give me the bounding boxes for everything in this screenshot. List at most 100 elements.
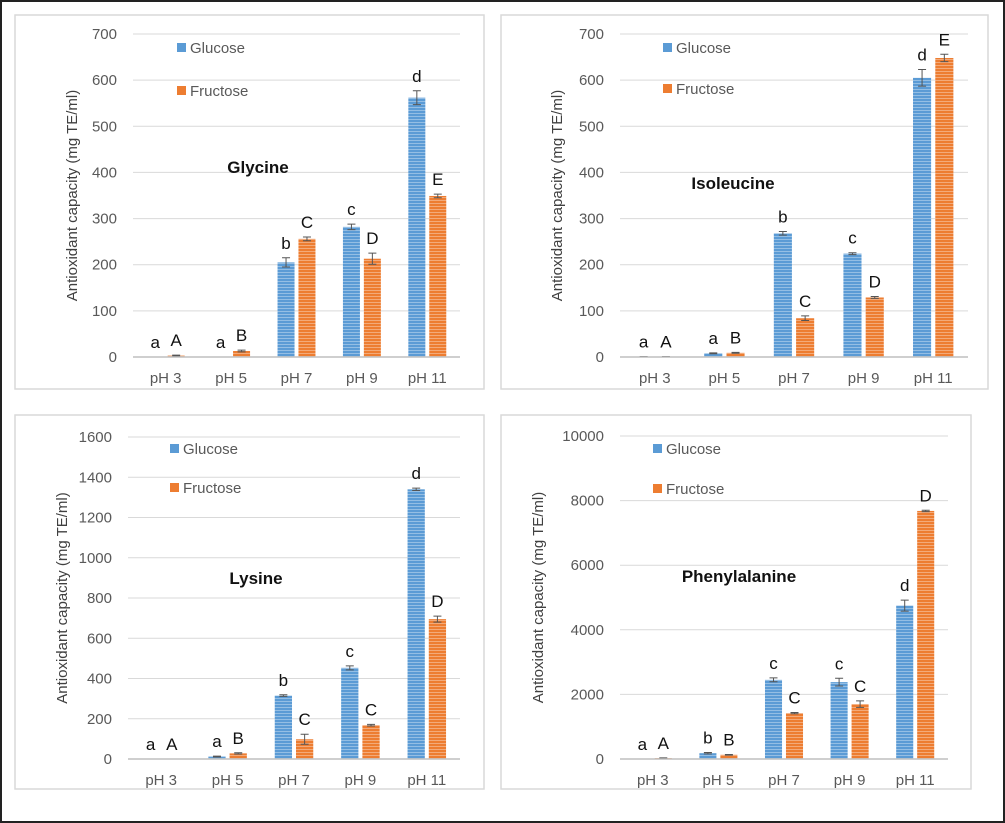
y-axis-label: Antioxidant capacity (mg TE/ml) — [64, 90, 81, 301]
y-tick-label: 200 — [92, 257, 117, 274]
error-bar — [368, 252, 377, 265]
significance-letter: B — [233, 729, 244, 748]
bar-fructose-ph11 — [917, 510, 935, 759]
legend-swatch-fructose — [177, 86, 186, 95]
significance-letter: b — [778, 207, 787, 226]
error-bar — [731, 351, 740, 354]
significance-letter: a — [638, 735, 648, 754]
error-bar — [412, 487, 421, 492]
significance-letter: d — [900, 576, 909, 595]
bar-glucose-ph9 — [342, 226, 360, 357]
bar-fructose-ph9 — [362, 725, 380, 759]
bar-fructose-ph7 — [295, 739, 314, 759]
error-bar — [801, 315, 810, 322]
chart-glycine: 0 100 200 300 400 500 600 700 Antioxidant capaci… — [14, 14, 485, 390]
error-bar — [300, 733, 309, 745]
significance-letter: C — [854, 677, 866, 696]
significance-letter: D — [869, 273, 881, 292]
significance-letter: E — [939, 30, 950, 49]
significance-letter: c — [835, 654, 844, 673]
significance-letter: c — [848, 229, 857, 248]
error-bar — [433, 615, 442, 623]
significance-letter: c — [346, 642, 355, 661]
bar-glucose-ph7 — [764, 679, 783, 759]
y-axis-label: Antioxidant capacity (mg TE/ml) — [54, 492, 71, 703]
bar-fructose-ph11 — [935, 57, 954, 357]
significance-letter: a — [151, 333, 161, 352]
bar-fructose-ph9 — [851, 704, 869, 759]
significance-letter: a — [146, 735, 156, 754]
x-tick-label: pH 9 — [345, 772, 377, 789]
bar-glucose-ph11 — [407, 489, 425, 759]
significance-letter: A — [170, 331, 182, 350]
y-axis-label: Antioxidant capacity (mg TE/ml) — [530, 492, 547, 703]
y-tick-label: 1600 — [79, 429, 112, 446]
y-tick-label: 0 — [596, 751, 604, 768]
error-bar — [234, 752, 243, 755]
legend-swatch-glucose — [663, 43, 672, 52]
significance-letter: a — [709, 329, 719, 348]
y-tick-label: 0 — [104, 751, 112, 768]
bar-fructose-ph11 — [429, 195, 447, 357]
y-tick-label: 10000 — [562, 428, 604, 445]
significance-letter: a — [216, 333, 226, 352]
y-tick-label: 500 — [579, 118, 604, 135]
y-tick-label: 100 — [579, 303, 604, 320]
bar-fructose-ph9 — [865, 297, 884, 357]
chart-panel — [14, 14, 485, 390]
y-tick-label: 600 — [92, 72, 117, 89]
legend-swatch-fructose — [653, 484, 662, 493]
x-tick-label: pH 9 — [346, 370, 378, 387]
error-bar — [940, 53, 949, 63]
significance-letter: b — [281, 234, 290, 253]
legend-label-glucose: Glucose — [676, 40, 731, 57]
significance-letter: D — [920, 486, 932, 505]
legend-label-glucose: Glucose — [190, 40, 245, 57]
significance-letter: b — [703, 729, 712, 748]
error-bar — [703, 752, 712, 755]
bar-glucose-ph5 — [704, 353, 723, 357]
significance-letter: a — [639, 333, 649, 352]
error-bar — [412, 90, 421, 106]
significance-letter: c — [347, 200, 356, 219]
x-tick-label: pH 5 — [215, 370, 247, 387]
y-tick-label: 200 — [87, 711, 112, 728]
error-bar — [724, 753, 733, 756]
error-bar — [302, 236, 311, 242]
chart-title: Isoleucine — [691, 174, 774, 193]
y-axis-label: Antioxidant capacity (mg TE/ml) — [549, 90, 566, 301]
bar-glucose-ph11 — [913, 77, 932, 357]
significance-letter: d — [411, 464, 420, 483]
legend-label-glucose: Glucose — [666, 441, 721, 458]
error-bar — [212, 755, 221, 758]
y-tick-label: 600 — [579, 72, 604, 89]
significance-letter: C — [799, 292, 811, 311]
legend-swatch-glucose — [170, 444, 179, 453]
y-tick-label: 1200 — [79, 510, 112, 527]
x-tick-label: pH 7 — [278, 772, 310, 789]
y-tick-label: 0 — [109, 349, 117, 366]
bar-fructose-ph5 — [720, 754, 738, 759]
bar-fructose-ph9 — [363, 258, 381, 357]
significance-letter: C — [298, 710, 310, 729]
error-bar — [921, 509, 930, 513]
significance-letter: B — [723, 730, 734, 749]
legend-label-fructose: Fructose — [190, 83, 248, 100]
chart-title: Glycine — [227, 158, 288, 177]
x-tick-label: pH 11 — [896, 772, 935, 789]
y-tick-label: 1400 — [79, 469, 112, 486]
y-tick-label: 400 — [579, 164, 604, 181]
chart-panel — [500, 414, 972, 790]
bar-glucose-ph7 — [773, 233, 792, 357]
y-tick-label: 700 — [92, 26, 117, 43]
error-bar — [172, 354, 181, 357]
x-tick-label: pH 11 — [914, 370, 953, 387]
x-tick-label: pH 7 — [778, 370, 810, 387]
significance-letter: b — [279, 671, 288, 690]
y-tick-label: 800 — [87, 590, 112, 607]
significance-letter: B — [730, 328, 741, 347]
bar-glucose-ph9 — [843, 253, 862, 357]
y-tick-label: 1000 — [79, 550, 112, 567]
